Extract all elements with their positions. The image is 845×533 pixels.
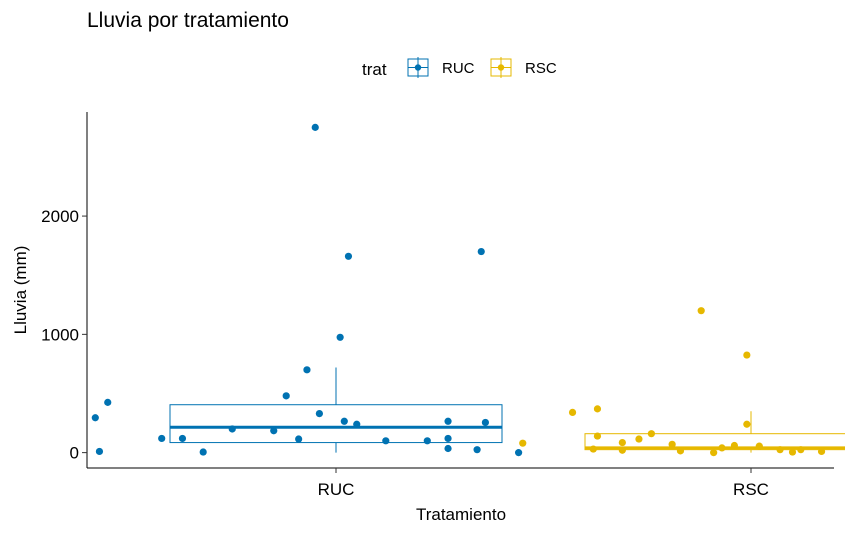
data-point xyxy=(228,425,236,433)
data-point xyxy=(353,420,361,428)
data-point xyxy=(270,427,278,435)
x-axis-ticks: RUC RSC xyxy=(318,468,769,499)
data-point xyxy=(776,446,784,454)
data-point xyxy=(344,252,353,260)
data-point xyxy=(618,446,626,454)
data-point xyxy=(589,445,597,453)
data-point xyxy=(668,440,676,448)
data-point xyxy=(519,439,527,447)
legend-label: RSC xyxy=(525,60,557,77)
legend-label: RUC xyxy=(442,60,475,77)
y-tick-label: 0 xyxy=(70,444,79,463)
y-axis-title: Lluvia (mm) xyxy=(11,246,30,335)
data-point xyxy=(710,449,718,457)
legend-entry-rsc: RSC xyxy=(490,57,557,78)
data-point xyxy=(178,434,187,443)
y-tick-label: 2000 xyxy=(41,207,79,226)
data-point xyxy=(697,307,705,315)
data-point xyxy=(730,441,739,450)
data-point xyxy=(718,444,726,452)
x-tick-label: RSC xyxy=(733,480,769,499)
data-point xyxy=(477,247,485,256)
data-point xyxy=(295,435,303,443)
data-point xyxy=(423,437,431,445)
legend-title: trat xyxy=(362,60,387,79)
x-tick-label: RUC xyxy=(318,480,355,499)
data-point xyxy=(382,437,390,445)
data-point xyxy=(755,442,763,450)
data-point xyxy=(158,434,166,443)
data-point xyxy=(311,123,319,131)
data-point xyxy=(104,398,112,406)
data-point xyxy=(618,438,626,447)
data-point xyxy=(676,447,685,455)
data-point xyxy=(797,446,805,454)
data-point xyxy=(647,430,656,438)
box-iqr xyxy=(584,433,845,451)
data-point xyxy=(743,351,751,359)
legend-key-point xyxy=(414,64,422,71)
data-point xyxy=(303,366,311,374)
data-point xyxy=(444,444,452,453)
x-axis-title: Tratamiento xyxy=(416,505,506,524)
box-iqr xyxy=(169,404,503,444)
data-point xyxy=(444,417,452,425)
data-point xyxy=(568,408,577,417)
data-point xyxy=(593,405,602,413)
data-point xyxy=(743,420,751,428)
data-point xyxy=(199,448,207,456)
y-axis-ticks: 0 1000 2000 xyxy=(41,207,87,463)
data-point xyxy=(91,414,99,422)
legend: trat RUC RSC xyxy=(362,57,557,79)
data-point xyxy=(593,432,602,440)
data-point xyxy=(788,448,797,456)
data-point xyxy=(635,435,643,443)
data-point xyxy=(481,418,489,427)
data-point xyxy=(340,417,348,425)
data-point xyxy=(95,447,104,456)
series-ruc xyxy=(91,123,523,457)
legend-entry-ruc: RUC xyxy=(407,57,475,78)
legend-key-point xyxy=(497,64,505,71)
data-point xyxy=(282,392,290,400)
y-tick-label: 1000 xyxy=(41,325,79,344)
data-point xyxy=(315,409,323,418)
data-point xyxy=(336,333,344,341)
plot-area xyxy=(91,123,845,457)
series-rsc xyxy=(519,307,845,457)
data-point xyxy=(817,447,826,456)
data-point xyxy=(473,446,481,454)
chart-title: Lluvia por tratamiento xyxy=(87,9,289,32)
data-point xyxy=(515,449,523,457)
data-point xyxy=(444,434,452,443)
